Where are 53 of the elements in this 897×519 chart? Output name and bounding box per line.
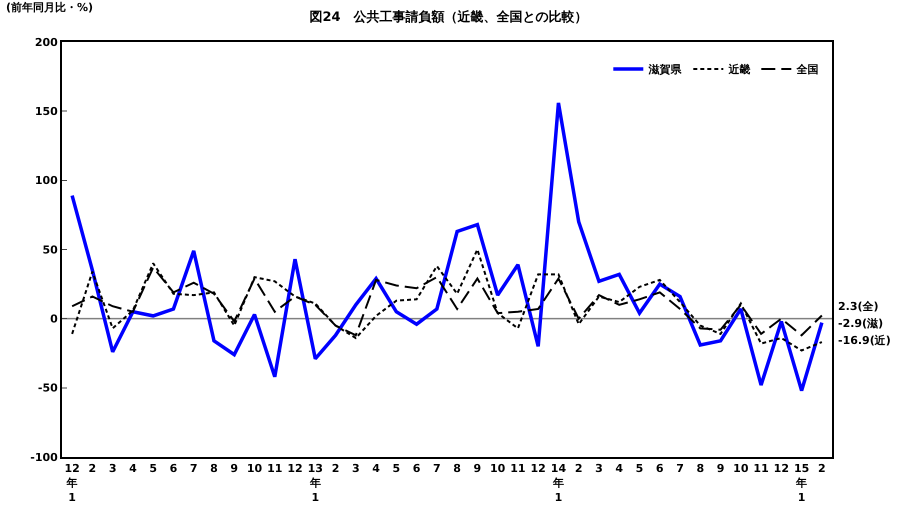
- x-tick-label: 15 年 1: [794, 462, 810, 504]
- x-tick-label: 14 年 1: [550, 462, 566, 504]
- x-tick-label: 11: [267, 462, 282, 476]
- chart-title: 図24 公共工事請負額（近畿、全国との比較）: [309, 9, 588, 26]
- x-tick-label: 11: [753, 462, 769, 476]
- x-tick-label: 2: [332, 462, 340, 476]
- y-tick-label: 200: [34, 36, 58, 49]
- text: -16.9(近): [838, 334, 891, 347]
- y-tick-label: -50: [38, 382, 58, 395]
- y-tick-label: 100: [34, 174, 58, 188]
- x-tick-label: 8: [696, 462, 704, 476]
- x-tick-label: 7: [190, 462, 198, 476]
- legend-label: 滋賀県: [647, 63, 682, 76]
- x-tick-label: 10: [490, 462, 506, 476]
- x-tick-label: 12: [774, 462, 789, 476]
- x-tick-label: 6: [656, 462, 664, 476]
- x-tick-label: 12: [530, 462, 546, 476]
- x-tick-label: 4: [615, 462, 624, 476]
- x-tick-label: 2: [818, 462, 826, 476]
- x-tick-label: 12: [287, 462, 303, 476]
- x-tick-label: 2: [88, 462, 96, 476]
- y-axis-title: (前年同月比・%): [6, 1, 94, 14]
- x-tick-label: 3: [352, 462, 360, 476]
- x-tick-label: 5: [636, 462, 644, 476]
- legend-label: 全国: [795, 63, 818, 76]
- x-tick-label: 8: [453, 462, 461, 476]
- y-tick-label: -100: [30, 450, 58, 464]
- x-tick-label: 10: [246, 462, 262, 476]
- y-tick-label: 50: [42, 243, 58, 256]
- x-tick-label: 8: [210, 462, 218, 476]
- y-tick-label: 0: [50, 312, 58, 326]
- x-tick-label: 9: [474, 462, 482, 476]
- legend-label: 近畿: [727, 63, 750, 76]
- x-tick-label: 4: [372, 462, 380, 476]
- x-tick-label: 7: [676, 462, 684, 476]
- x-tick-label: 7: [433, 462, 441, 476]
- text: -2.9(滋): [838, 317, 884, 330]
- x-tick-label: 3: [595, 462, 603, 476]
- text: 2.3(全): [838, 300, 879, 313]
- x-tick-label: 5: [149, 462, 158, 476]
- x-tick-label: 2: [574, 462, 583, 476]
- x-tick-label: 6: [170, 462, 178, 476]
- x-tick-label: 3: [108, 462, 116, 476]
- x-tick-label: 13 年 1: [308, 462, 323, 504]
- x-tick-label: 11: [510, 462, 526, 476]
- x-tick-label: 10: [733, 462, 749, 476]
- x-tick-label: 12 年 1: [64, 462, 80, 504]
- x-tick-label: 4: [129, 462, 138, 476]
- x-tick-label: 9: [230, 462, 238, 476]
- y-tick-label: 150: [34, 105, 58, 118]
- x-tick-label: 6: [412, 462, 421, 476]
- x-tick-label: 5: [392, 462, 400, 476]
- x-tick-label: 9: [716, 462, 724, 476]
